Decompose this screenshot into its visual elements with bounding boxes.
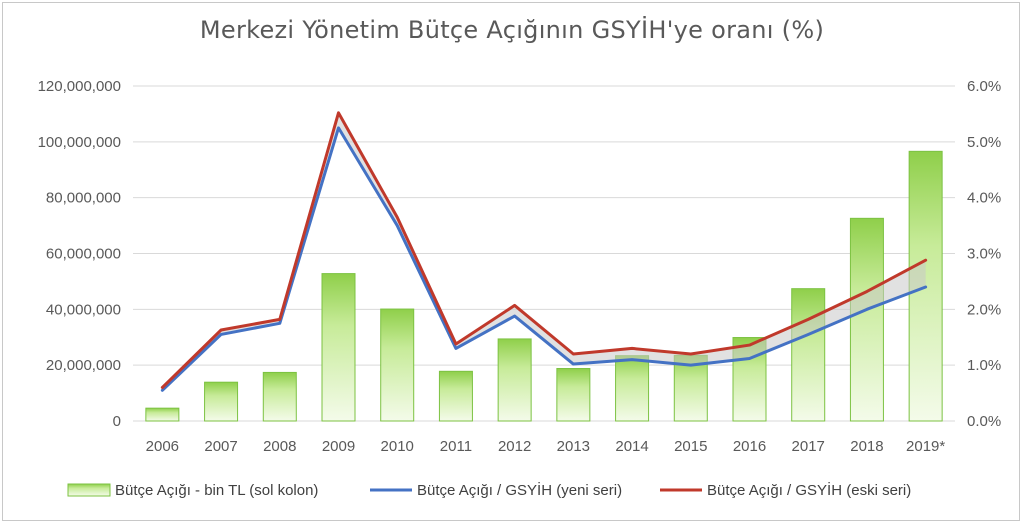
y-left-tick-label: 120,000,000 bbox=[38, 78, 121, 95]
y-right-tick-label: 5.0% bbox=[967, 134, 1001, 151]
x-tick-label: 2008 bbox=[263, 438, 296, 455]
bar bbox=[791, 288, 826, 422]
x-tick-label: 2011 bbox=[440, 438, 472, 455]
axis-labels: 0 20,000,000 40,000,000 60,000,000 80,000,00… bbox=[38, 78, 1002, 455]
bar bbox=[204, 381, 239, 422]
y-right-tick-label: 6.0% bbox=[967, 78, 1001, 95]
x-tick-label: 2012 bbox=[498, 438, 531, 455]
x-tick-label: 2006 bbox=[146, 438, 179, 455]
series-line bbox=[160, 111, 928, 389]
bar bbox=[145, 407, 180, 422]
bar bbox=[380, 308, 415, 422]
bar bbox=[556, 368, 591, 422]
y-right-tick-label: 3.0% bbox=[967, 246, 1001, 263]
bar bbox=[615, 355, 650, 422]
bar bbox=[262, 371, 297, 422]
x-tick-label: 2016 bbox=[733, 438, 766, 455]
x-tick-label: 2014 bbox=[615, 438, 648, 455]
legend-label: Bütçe Açığı / GSYİH (eski seri) bbox=[707, 481, 911, 499]
bars bbox=[145, 150, 943, 422]
x-tick-label: 2009 bbox=[322, 438, 355, 455]
x-tick-label: 2019* bbox=[906, 438, 945, 455]
legend-label: Bütçe Açığı / GSYİH (yeni seri) bbox=[417, 481, 622, 499]
legend: Bütçe Açığı - bin TL (sol kolon) Bütçe Aç… bbox=[67, 481, 911, 499]
bar bbox=[438, 370, 473, 422]
series-gap-band bbox=[162, 112, 926, 391]
y-right-tick-label: 2.0% bbox=[967, 301, 1001, 318]
y-left-tick-label: 60,000,000 bbox=[46, 246, 121, 263]
series-line bbox=[160, 126, 928, 392]
y-right-tick-label: 1.0% bbox=[967, 357, 1001, 374]
legend-label: Bütçe Açığı - bin TL (sol kolon) bbox=[115, 482, 318, 499]
legend-swatch-bar bbox=[67, 483, 111, 497]
y-left-tick-label: 0 bbox=[113, 413, 121, 430]
y-left-tick-label: 100,000,000 bbox=[38, 134, 121, 151]
y-right-tick-label: 0.0% bbox=[967, 413, 1001, 430]
y-right-tick-label: 4.0% bbox=[967, 190, 1001, 207]
chart-title: Merkezi Yönetim Bütçe Açığının GSYİH'ye … bbox=[199, 16, 825, 44]
bar bbox=[321, 273, 356, 422]
x-tick-label: 2015 bbox=[674, 438, 707, 455]
bar bbox=[497, 338, 532, 422]
x-tick-label: 2017 bbox=[792, 438, 825, 455]
gridlines bbox=[133, 85, 955, 422]
bar bbox=[849, 217, 884, 422]
y-left-tick-label: 80,000,000 bbox=[46, 190, 121, 207]
x-tick-label: 2010 bbox=[381, 438, 414, 455]
x-tick-label: 2007 bbox=[204, 438, 237, 455]
x-tick-label: 2018 bbox=[850, 438, 883, 455]
y-left-tick-label: 40,000,000 bbox=[46, 301, 121, 318]
x-tick-label: 2013 bbox=[557, 438, 590, 455]
lines bbox=[160, 111, 928, 392]
y-left-tick-label: 20,000,000 bbox=[46, 357, 121, 374]
